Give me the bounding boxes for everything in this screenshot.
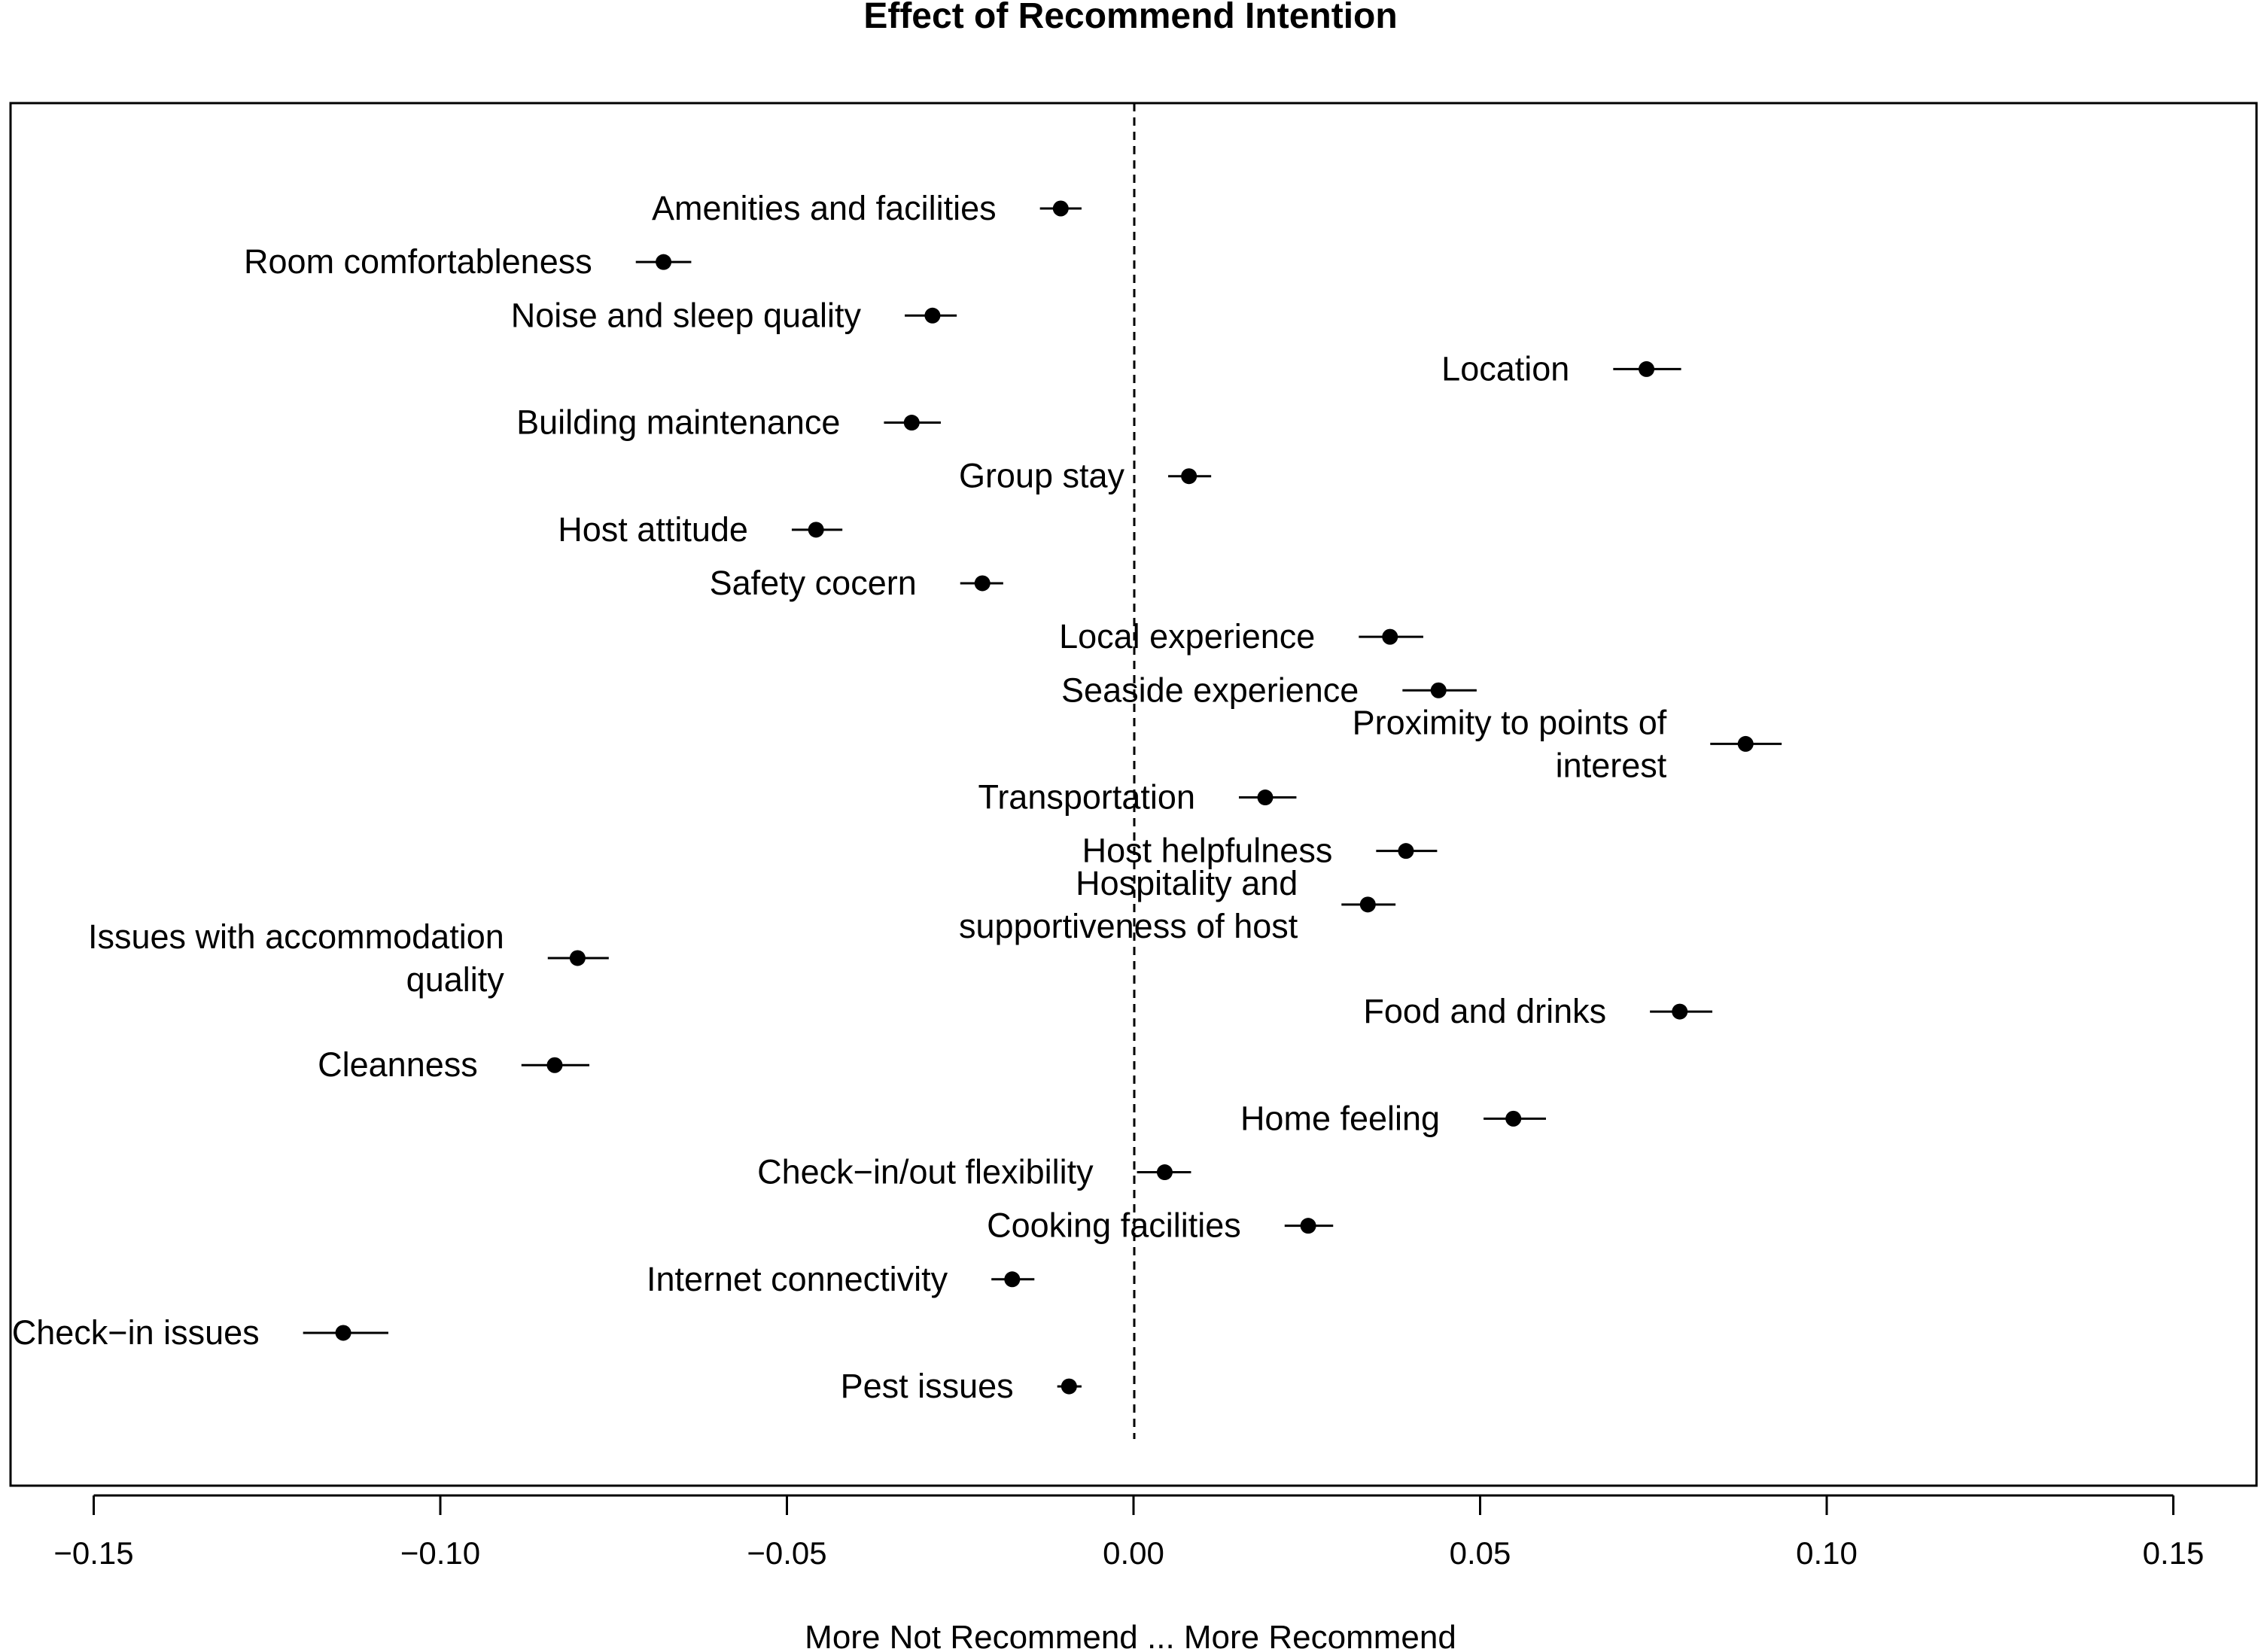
- point-estimate: [656, 254, 672, 270]
- estimate-row: Food and drinks: [1363, 992, 1713, 1030]
- point-estimate: [1737, 735, 1754, 752]
- estimate-row: Check−in/out flexibility: [757, 1153, 1191, 1191]
- row-label: supportiveness of host: [959, 907, 1298, 945]
- point-estimate: [546, 1057, 563, 1073]
- estimate-row: Building maintenance: [516, 403, 941, 442]
- estimate-row: Transportation: [978, 778, 1297, 817]
- x-axis: −0.15 −0.10 −0.05 0.00 0.05 0.10 0.15: [53, 1494, 2205, 1571]
- estimate-row: Safety cocern: [710, 564, 1003, 602]
- estimate-row: Home feeling: [1240, 1099, 1546, 1137]
- x-tick-label: 0.05: [1450, 1535, 1511, 1571]
- x-tick-label: −0.10: [400, 1535, 480, 1571]
- estimate-row: Issues with accommodation quality: [88, 917, 609, 999]
- row-label: quality: [406, 960, 505, 999]
- row-label: Group stay: [959, 457, 1125, 495]
- row-label: Hospitality and: [1076, 864, 1298, 902]
- point-estimate: [1639, 361, 1655, 377]
- row-label: Cleanness: [318, 1045, 478, 1084]
- row-label: Check−in issues: [12, 1313, 260, 1352]
- point-estimate: [1257, 789, 1274, 806]
- point-estimate: [1382, 628, 1398, 645]
- point-estimate: [1004, 1271, 1021, 1288]
- row-label: Internet connectivity: [647, 1260, 948, 1298]
- estimate-row: Host attitude: [558, 510, 843, 549]
- estimate-row: Cleanness: [318, 1045, 590, 1084]
- row-label: Issues with accommodation: [88, 917, 504, 956]
- estimate-row: Room comfortableness: [244, 242, 692, 281]
- point-estimate: [1052, 200, 1069, 217]
- estimate-row: Local experience: [1059, 617, 1423, 656]
- point-estimate: [335, 1325, 351, 1341]
- estimate-row: Location: [1441, 349, 1681, 388]
- row-label: Location: [1441, 349, 1569, 388]
- estimate-row: Internet connectivity: [647, 1260, 1035, 1298]
- point-estimate: [1061, 1378, 1077, 1395]
- row-label: Check−in/out flexibility: [757, 1153, 1094, 1191]
- row-label: Amenities and facilities: [652, 189, 997, 227]
- row-label: Building maintenance: [516, 403, 840, 442]
- estimate-row: Seaside experience: [1061, 671, 1477, 709]
- x-tick-label: −0.15: [53, 1535, 133, 1571]
- estimate-row: Pest issues: [841, 1367, 1082, 1405]
- estimate-row: Group stay: [959, 457, 1212, 495]
- point-estimate: [974, 575, 991, 592]
- x-tick-label: 0.00: [1103, 1535, 1164, 1571]
- point-estimate: [1505, 1110, 1522, 1127]
- point-estimate: [1672, 1003, 1688, 1020]
- point-estimate: [1398, 843, 1414, 859]
- point-estimate: [569, 950, 586, 966]
- point-estimate: [1181, 468, 1197, 485]
- row-label: Local experience: [1059, 617, 1315, 656]
- row-label: Home feeling: [1240, 1099, 1440, 1137]
- estimate-row: Cooking facilities: [987, 1206, 1334, 1245]
- row-label: Proximity to points of: [1353, 703, 1667, 741]
- row-label: Noise and sleep quality: [511, 296, 862, 334]
- row-label: Room comfortableness: [244, 242, 592, 281]
- point-estimate: [1300, 1218, 1316, 1234]
- x-tick-label: −0.05: [747, 1535, 826, 1571]
- row-label: Pest issues: [841, 1367, 1014, 1405]
- estimate-row: Check−in issues: [12, 1313, 388, 1352]
- x-tick-label: 0.15: [2143, 1535, 2205, 1571]
- estimate-row: Proximity to points of interest: [1353, 703, 1782, 784]
- row-label: Transportation: [978, 778, 1195, 817]
- point-estimate: [903, 415, 920, 431]
- estimate-row: Host helpfulness: [1082, 832, 1438, 870]
- row-label: Cooking facilities: [987, 1206, 1241, 1245]
- estimate-row: Hospitality and supportiveness of host: [959, 864, 1396, 945]
- chart-title: Effect of Recommend Intention: [863, 0, 1397, 36]
- row-label: Safety cocern: [710, 564, 917, 602]
- x-axis-label: More Not Recommend ... More Recommend: [805, 1619, 1456, 1652]
- point-estimate: [1359, 896, 1376, 913]
- point-estimate: [1156, 1164, 1173, 1181]
- point-estimate: [1430, 682, 1447, 698]
- estimate-row: Amenities and facilities: [652, 189, 1082, 227]
- estimate-rows: Amenities and facilities Room comfortable…: [12, 189, 1782, 1405]
- row-label: Host attitude: [558, 510, 748, 549]
- row-label: Seaside experience: [1061, 671, 1359, 709]
- row-label: Host helpfulness: [1082, 832, 1333, 870]
- point-estimate: [924, 307, 941, 324]
- row-label: Food and drinks: [1363, 992, 1606, 1030]
- estimate-row: Noise and sleep quality: [511, 296, 957, 334]
- row-label: interest: [1556, 746, 1667, 784]
- point-estimate: [808, 522, 824, 538]
- x-tick-label: 0.10: [1796, 1535, 1858, 1571]
